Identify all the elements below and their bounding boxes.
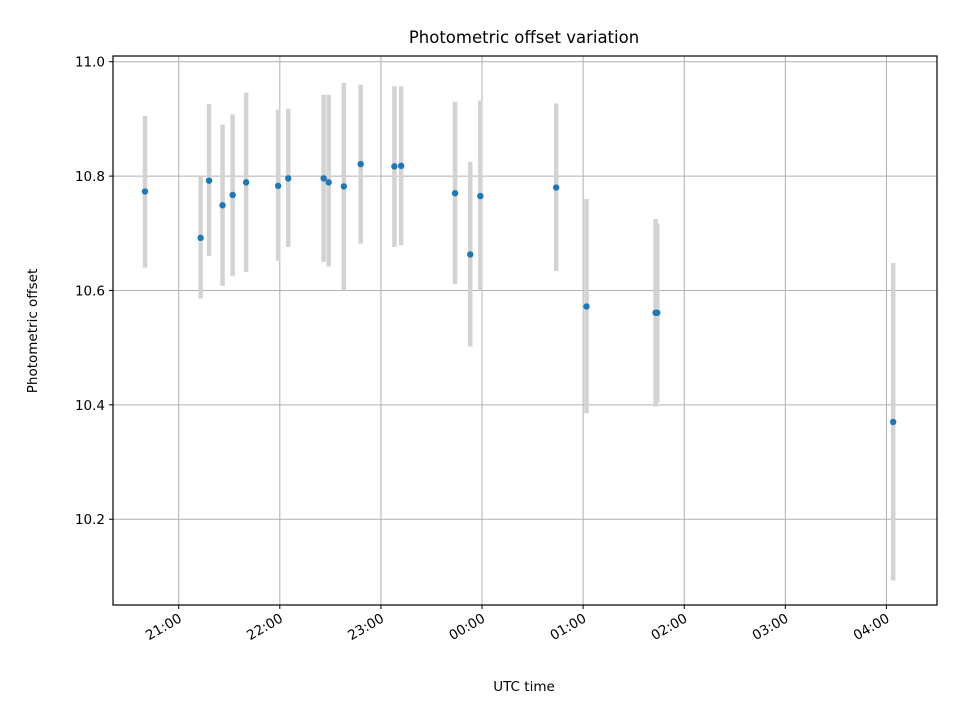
y-tick-label: 10.6 (75, 283, 105, 299)
y-axis-label: Photometric offset (25, 269, 41, 393)
data-point (467, 251, 474, 258)
error-bars (142, 82, 896, 581)
data-point (340, 183, 348, 190)
y-axis-ticks: 10.2 10.4 10.6 10.8 11.0 (75, 55, 113, 528)
x-tick-label: 03:00 (750, 611, 792, 644)
data-point (391, 163, 398, 170)
y-tick-label: 10.2 (75, 512, 105, 528)
x-tick-label: 00:00 (446, 611, 488, 644)
x-tick-label: 22:00 (244, 611, 286, 644)
data-point (583, 303, 590, 310)
data-point (141, 188, 149, 195)
data-point (552, 184, 560, 191)
data-point (654, 309, 661, 316)
x-axis-ticks: 21:00 22:00 23:00 00:00 01:00 02:00 03:00 04:00 (143, 605, 892, 644)
data-point (229, 191, 236, 199)
data-point (889, 418, 897, 426)
data-point (320, 175, 327, 182)
x-tick-label: 04:00 (851, 611, 893, 644)
data-point (274, 182, 282, 190)
x-axis-label: UTC time (493, 679, 555, 695)
data-point (357, 160, 364, 168)
data-points (141, 160, 897, 426)
data-point (205, 177, 213, 184)
plot-frame (112, 55, 938, 606)
y-tick-label: 10.8 (75, 169, 105, 185)
y-tick-label: 11.0 (75, 55, 105, 71)
data-point (242, 179, 250, 186)
data-point (325, 179, 332, 186)
data-point (285, 175, 292, 182)
x-tick-label: 23:00 (345, 611, 387, 644)
data-point (397, 162, 405, 169)
data-point (477, 192, 484, 200)
data-point (451, 190, 459, 197)
x-tick-label: 02:00 (649, 611, 691, 644)
chart-title: Photometric offset variation (409, 28, 639, 47)
x-tick-label: 21:00 (143, 611, 185, 644)
data-point (197, 234, 204, 242)
y-tick-label: 10.4 (75, 398, 105, 414)
grid-lines (113, 56, 937, 605)
x-tick-label: 01:00 (547, 611, 589, 644)
data-point (219, 202, 226, 209)
